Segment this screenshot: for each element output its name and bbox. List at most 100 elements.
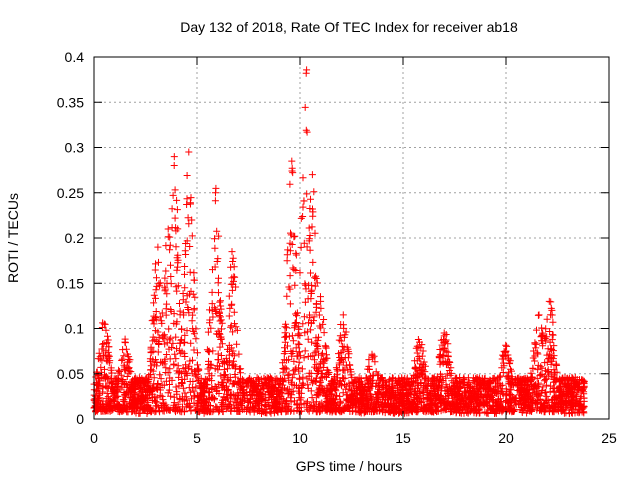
data-point (261, 391, 269, 399)
data-point (251, 399, 259, 407)
data-point (552, 360, 560, 368)
data-point (174, 259, 182, 267)
data-point (230, 263, 238, 271)
data-point (503, 390, 510, 398)
data-point (213, 386, 221, 394)
data-point (289, 367, 297, 375)
data-point (261, 379, 269, 387)
data-point (339, 374, 347, 382)
data-point (161, 274, 169, 282)
data-point (151, 336, 159, 344)
data-point (301, 329, 309, 337)
data-point (445, 388, 453, 396)
data-point (543, 392, 551, 400)
data-point (156, 279, 164, 287)
data-point (322, 354, 330, 362)
data-point (500, 352, 508, 359)
data-point (155, 280, 163, 288)
data-point (347, 391, 355, 399)
data-point (232, 323, 240, 331)
data-point (179, 296, 187, 304)
data-point (208, 288, 216, 296)
data-point (536, 396, 544, 404)
data-point (101, 365, 108, 373)
data-point (206, 306, 213, 314)
data-point (236, 365, 243, 373)
data-point (202, 405, 210, 413)
data-point (203, 346, 211, 354)
data-point (304, 381, 312, 389)
data-point (442, 338, 450, 346)
data-point (205, 374, 213, 382)
data-point (433, 403, 441, 411)
data-point (149, 386, 157, 394)
data-point (296, 332, 304, 340)
data-point (173, 287, 181, 295)
data-point (337, 407, 345, 415)
data-point (306, 246, 314, 254)
data-point (311, 356, 318, 364)
data-point (193, 391, 201, 399)
data-point (339, 389, 347, 397)
data-point (377, 399, 385, 407)
data-point (356, 405, 364, 413)
data-point (307, 352, 315, 360)
data-point (178, 325, 185, 333)
data-point (170, 361, 178, 369)
data-point (170, 162, 178, 169)
x-tick-label: 20 (498, 430, 514, 446)
x-tick-label: 10 (292, 430, 308, 446)
data-point (340, 366, 348, 374)
data-point (437, 370, 444, 378)
data-point (476, 381, 484, 389)
data-point (295, 348, 303, 356)
data-point (539, 337, 547, 345)
data-point (297, 214, 305, 222)
data-point (313, 279, 321, 287)
data-point (216, 407, 224, 415)
data-point (490, 405, 498, 413)
data-point (162, 267, 170, 275)
data-point (329, 405, 337, 413)
data-point (216, 343, 224, 351)
data-point (227, 391, 235, 399)
data-point (423, 394, 431, 401)
data-point (247, 383, 255, 391)
data-point (105, 352, 113, 360)
data-point (489, 375, 497, 382)
data-point (546, 338, 554, 346)
data-point (336, 354, 344, 361)
data-point (580, 394, 588, 402)
data-point (578, 387, 586, 394)
data-point (181, 353, 189, 360)
data-point (104, 332, 111, 340)
data-point (281, 344, 288, 352)
data-point (188, 216, 196, 224)
data-point (155, 407, 163, 415)
data-point (330, 399, 338, 406)
data-point (443, 387, 451, 395)
data-point (217, 352, 225, 359)
data-point (237, 384, 245, 392)
data-point (145, 391, 153, 399)
data-point (413, 349, 421, 357)
data-point (317, 304, 325, 312)
data-point (280, 396, 288, 404)
data-point (152, 260, 159, 268)
data-point (362, 397, 370, 405)
data-point (442, 406, 450, 413)
data-point (549, 318, 557, 326)
data-point (403, 376, 411, 384)
data-point (283, 257, 291, 265)
data-point (484, 392, 491, 400)
data-point (152, 294, 159, 302)
data-point (217, 316, 225, 324)
data-point (280, 356, 288, 364)
data-point (183, 201, 191, 208)
y-tick-label: 0.35 (57, 94, 84, 110)
data-point (171, 214, 179, 222)
data-point (314, 345, 322, 353)
data-point (538, 387, 546, 394)
data-point (166, 406, 174, 414)
data-point (271, 386, 279, 394)
